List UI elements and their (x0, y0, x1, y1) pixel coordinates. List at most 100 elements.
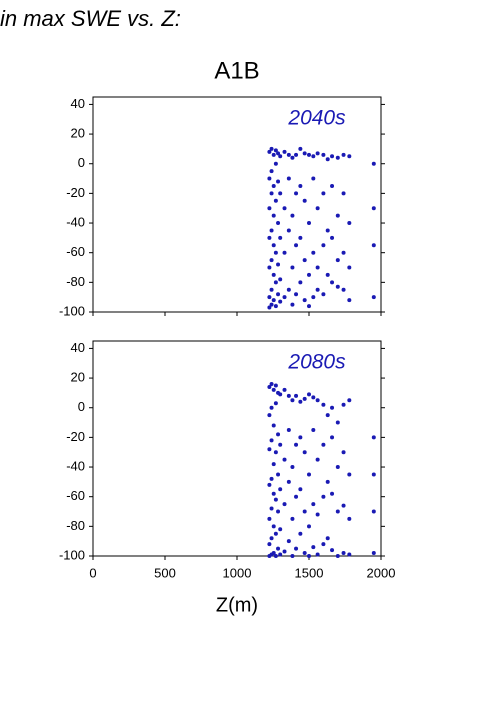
point (267, 516, 272, 521)
x-tick-label: 0 (89, 565, 96, 580)
point (286, 176, 291, 181)
y-tick-label: -80 (66, 274, 85, 289)
point (335, 258, 340, 263)
point (371, 435, 376, 440)
point (273, 383, 278, 388)
point (290, 265, 295, 270)
point (298, 235, 303, 240)
y-tick-label: -60 (66, 244, 85, 259)
point (276, 151, 281, 156)
point (294, 243, 299, 248)
point (341, 402, 346, 407)
point (267, 235, 272, 240)
point (330, 405, 335, 410)
point (347, 398, 352, 403)
point (330, 154, 335, 159)
point (273, 250, 278, 255)
point (315, 265, 320, 270)
point (267, 305, 272, 310)
y-tick-label: -80 (66, 518, 85, 533)
point (298, 435, 303, 440)
point (298, 531, 303, 536)
point (273, 280, 278, 285)
point (335, 420, 340, 425)
point (271, 272, 276, 277)
point (325, 228, 330, 233)
point (271, 183, 276, 188)
point (371, 161, 376, 166)
point (269, 191, 274, 196)
point (271, 551, 276, 556)
point (371, 472, 376, 477)
point (315, 287, 320, 292)
point (267, 413, 272, 418)
point (371, 206, 376, 211)
point (273, 161, 278, 166)
point (330, 183, 335, 188)
point (325, 413, 330, 418)
point (302, 396, 307, 401)
point (335, 554, 340, 558)
point (321, 442, 326, 447)
point (286, 287, 291, 292)
point (347, 298, 352, 303)
point (307, 392, 311, 397)
point (269, 258, 274, 263)
point (311, 502, 316, 507)
point (290, 516, 295, 521)
point (290, 155, 295, 160)
point (271, 524, 276, 529)
point (307, 472, 311, 477)
point (321, 152, 326, 157)
point (294, 292, 299, 297)
point (278, 487, 283, 492)
chart-title: A1B (214, 57, 259, 84)
point (290, 554, 295, 558)
point (286, 228, 291, 233)
point (282, 549, 287, 554)
point (282, 387, 287, 392)
point (278, 154, 283, 159)
point (271, 298, 276, 303)
point (276, 262, 281, 267)
point (273, 401, 278, 406)
point (282, 149, 287, 154)
point (321, 243, 326, 248)
point (269, 438, 274, 443)
point (315, 512, 320, 517)
point (325, 479, 330, 484)
point (294, 393, 299, 398)
point (321, 542, 326, 547)
point (347, 154, 352, 159)
point (335, 213, 340, 218)
point (271, 491, 276, 496)
y-tick-label: -40 (66, 458, 85, 473)
point (269, 476, 274, 481)
point (307, 221, 311, 226)
point (311, 545, 316, 550)
point (278, 235, 283, 240)
y-tick-label: -100 (59, 547, 85, 562)
point (269, 228, 274, 233)
point (321, 292, 326, 297)
point (276, 432, 281, 437)
point (278, 299, 283, 304)
point (371, 509, 376, 514)
y-tick-label: 0 (78, 399, 85, 414)
point (276, 546, 281, 551)
point (315, 151, 320, 156)
point (282, 502, 287, 507)
point (315, 457, 320, 462)
point (278, 552, 283, 557)
point (267, 176, 272, 181)
point (271, 387, 276, 392)
point (267, 384, 272, 389)
point (276, 292, 281, 297)
point (341, 250, 346, 255)
point (298, 183, 303, 188)
y-tick-label: 20 (71, 370, 85, 385)
point (267, 206, 272, 211)
point (335, 284, 340, 289)
point (278, 442, 283, 447)
